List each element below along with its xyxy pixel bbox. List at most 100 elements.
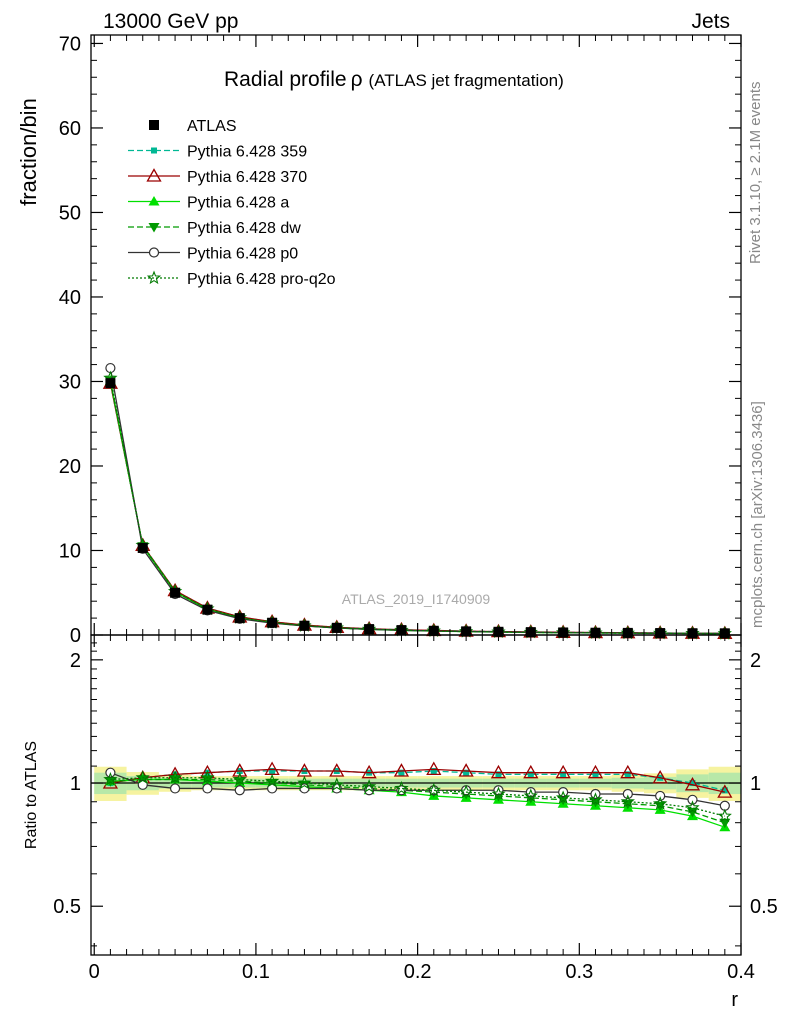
ratio-point-series-5 [588, 792, 603, 806]
ratio-point-series-5 [652, 796, 668, 810]
ratio-point-series-5 [394, 780, 409, 795]
legend-label: Pythia 6.428 a [187, 195, 289, 212]
ratio-line-series-5 [110, 777, 725, 817]
x-tick-label: 0.4 [727, 961, 755, 983]
y-axis-label: fraction/bin [16, 98, 41, 206]
ratio-point-series-1 [329, 763, 345, 777]
legend-label: Pythia 6.428 370 [187, 169, 307, 186]
ratio-tick-label-right: 1 [750, 773, 761, 795]
ratio-point-series-1 [232, 763, 248, 777]
ratio-point-series-1 [426, 761, 442, 776]
ratio-point-series-1 [523, 764, 539, 779]
y-tick-label: 50 [59, 202, 81, 224]
ratio-point-series-1 [361, 764, 377, 779]
ratio-point-series-5 [200, 770, 215, 784]
main-line-series-5 [109, 378, 725, 635]
ratio-panel-frame [90, 634, 742, 956]
ratio-point-series-0 [495, 771, 502, 778]
legend-marker [148, 247, 160, 258]
x-tick-label: 0 [89, 961, 100, 983]
ratio-point-series-5 [555, 790, 571, 804]
analysis-watermark: ATLAS_2019_I1740909 [342, 591, 491, 607]
x-tick-label: 0.1 [242, 961, 270, 983]
ratio-point-series-1 [393, 763, 410, 777]
x-tick-label: 0.3 [565, 961, 593, 983]
ratio-point-series-5 [523, 788, 538, 803]
y-tick-label: 60 [59, 118, 81, 140]
main-point-atlas [299, 620, 310, 631]
ratio-point-series-0 [624, 771, 631, 778]
legend-marker [148, 223, 160, 233]
main-point-atlas [170, 587, 181, 598]
ratio-point-series-5 [264, 773, 280, 788]
legend-label: ATLAS [187, 118, 237, 135]
y-tick-label: 70 [59, 33, 81, 55]
ratio-tick-label-left: 1 [70, 773, 81, 795]
ratio-point-series-1 [587, 764, 604, 779]
ratio-tick-label-left: 0.5 [53, 896, 81, 918]
ratio-line-series-4 [110, 772, 725, 807]
ratio-point-series-5 [103, 771, 118, 786]
ratio-point-series-4 [202, 783, 213, 794]
legend: ATLAS Pythia 6.428 359 Pythia 6.428 370 Pyt… [128, 118, 336, 288]
ratio-point-series-1 [458, 763, 474, 777]
x-axis-label: r [731, 989, 738, 1011]
ratio-point-series-1 [620, 764, 636, 779]
ratio-point-series-0 [560, 771, 567, 778]
ratio-point-series-5 [297, 775, 312, 790]
ratio-point-series-0 [689, 780, 696, 787]
ratio-point-series-0 [430, 768, 437, 775]
header-right: Jets [691, 10, 730, 33]
ratio-point-series-5 [167, 770, 183, 784]
ratio-point-series-5 [426, 782, 441, 797]
chart-title: Radial profile ρ (ATLAS jet fragmentation) [224, 68, 564, 91]
ratio-tick-label-right: 0.5 [750, 896, 778, 918]
ratio-point-series-0 [721, 787, 728, 794]
ratio-point-series-4 [299, 783, 310, 794]
ratio-axis-label: Ratio to ATLAS [23, 741, 40, 849]
main-point-atlas [267, 617, 278, 628]
ratio-point-series-5 [232, 772, 247, 786]
ratio-point-series-0 [592, 771, 599, 778]
ratio-line-series-1 [110, 768, 725, 793]
side-label-mcplots: mcplots.cern.ch [arXiv:1306.3436] [749, 401, 766, 628]
ratio-point-series-0 [398, 769, 405, 776]
ratio-point-series-4 [234, 785, 245, 796]
ratio-point-series-0 [269, 768, 276, 775]
main-point-atlas [202, 604, 213, 615]
ratio-tick-label-right: 2 [750, 650, 761, 672]
legend-label: Pythia 6.428 dw [187, 220, 301, 237]
y-tick-label: 10 [59, 540, 81, 562]
ratio-point-series-4 [493, 785, 504, 796]
legend-marker [148, 196, 160, 206]
ratio-point-series-0 [463, 769, 470, 776]
axes: 0 0.1 0.2 0.3 0.4 0 10 20 30 40 50 60 70 0.5 0.5 1 1 2 2 [53, 33, 778, 983]
ratio-line-series-3 [110, 778, 726, 824]
legend-label: Pythia 6.428 p0 [187, 246, 298, 263]
ratio-point-series-1 [652, 769, 668, 784]
ratio-point-series-1 [717, 784, 733, 798]
ratio-point-series-5 [361, 779, 377, 793]
ratio-point-series-1 [555, 764, 571, 779]
main-point-atlas [234, 613, 245, 624]
ratio-point-series-1 [490, 764, 507, 779]
x-tick-label: 0.2 [404, 961, 432, 983]
ratio-line-series-2 [110, 778, 726, 828]
legend-marker [151, 147, 157, 154]
y-tick-label: 30 [59, 371, 81, 393]
legend-label: Pythia 6.428 359 [187, 144, 307, 161]
y-tick-label: 40 [59, 287, 81, 309]
y-tick-label: 20 [59, 456, 81, 478]
ratio-point-series-5 [685, 800, 700, 814]
ratio-point-series-5 [620, 794, 635, 808]
side-label-rivet: Rivet 3.1.10, ≥ 2.1M events [747, 82, 764, 265]
ratio-tick-label-left: 2 [70, 650, 81, 672]
main-point-atlas [137, 542, 148, 553]
ratio-point-series-4 [169, 783, 181, 794]
ratio-point-series-5 [135, 770, 150, 784]
legend-marker [149, 120, 159, 130]
ratio-point-series-5 [717, 808, 732, 823]
ratio-point-series-0 [527, 771, 534, 778]
legend-label: Pythia 6.428 pro-q2o [187, 271, 336, 288]
